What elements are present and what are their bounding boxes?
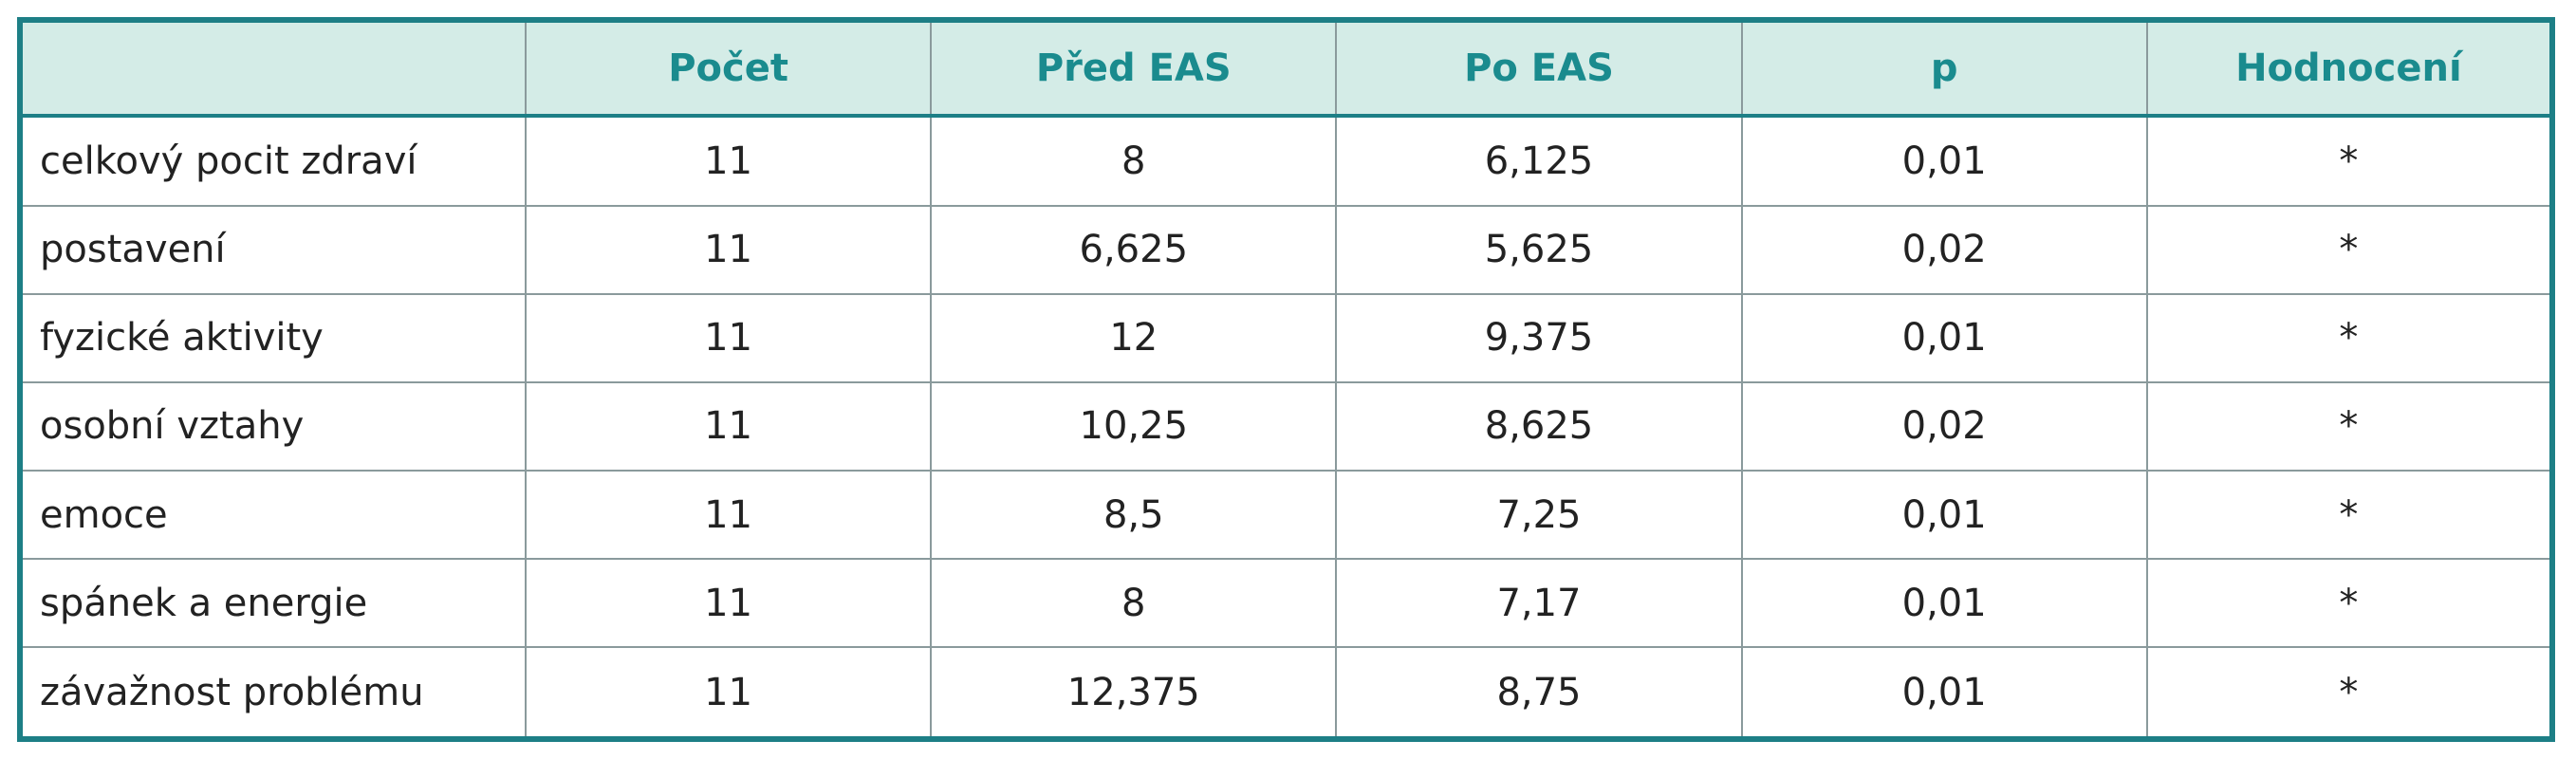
table-cell: 11 <box>524 646 933 740</box>
row-label: celkový pocit zdraví <box>19 115 527 207</box>
table-cell: * <box>2145 292 2554 383</box>
table-cell: 11 <box>524 558 933 649</box>
table-cell: 6,625 <box>930 204 1338 295</box>
table-cell: 0,01 <box>1740 646 2148 740</box>
table-row: fyzické aktivity 11 12 9,375 0,01 * <box>19 292 2554 383</box>
table-cell: 8 <box>930 115 1338 207</box>
table-cell: 0,01 <box>1740 558 2148 649</box>
table-cell: * <box>2145 469 2554 561</box>
table-cell: 10,25 <box>930 380 1338 472</box>
header-row: Počet Před EAS Po EAS p Hodnocení <box>19 19 2554 118</box>
table-cell: 0,01 <box>1740 292 2148 383</box>
table-cell: 11 <box>524 115 933 207</box>
table-row: závažnost problému 11 12,375 8,75 0,01 * <box>19 646 2554 740</box>
row-label: postavení <box>19 204 527 295</box>
table-wrap: Počet Před EAS Po EAS p Hodnocení celkový po… <box>17 17 2555 742</box>
header-cell: Po EAS <box>1335 19 1743 118</box>
table-cell: 12,375 <box>930 646 1338 740</box>
table-cell: 11 <box>524 469 933 561</box>
table-cell: 8,625 <box>1335 380 1743 472</box>
table-row: osobní vztahy 11 10,25 8,625 0,02 * <box>19 380 2554 472</box>
header-cell: Počet <box>524 19 933 118</box>
table-cell: * <box>2145 204 2554 295</box>
header-cell: Před EAS <box>930 19 1338 118</box>
table-cell: 12 <box>930 292 1338 383</box>
table-row: celkový pocit zdraví 11 8 6,125 0,01 * <box>19 115 2554 207</box>
table-cell: 7,25 <box>1335 469 1743 561</box>
table-cell: 11 <box>524 204 933 295</box>
table-cell: 8,75 <box>1335 646 1743 740</box>
table-cell: 0,02 <box>1740 380 2148 472</box>
table-row: spánek a energie 11 8 7,17 0,01 * <box>19 558 2554 649</box>
table-cell: 8,5 <box>930 469 1338 561</box>
header-cell <box>19 19 527 118</box>
table-cell: 0,01 <box>1740 469 2148 561</box>
row-label: osobní vztahy <box>19 380 527 472</box>
table-cell: 7,17 <box>1335 558 1743 649</box>
table-cell: 11 <box>524 380 933 472</box>
table-row: postavení 11 6,625 5,625 0,02 * <box>19 204 2554 295</box>
row-label: závažnost problému <box>19 646 527 740</box>
table-cell: 0,01 <box>1740 115 2148 207</box>
table-cell: 6,125 <box>1335 115 1743 207</box>
table-cell: 5,625 <box>1335 204 1743 295</box>
table-body: celkový pocit zdraví 11 8 6,125 0,01 * postave… <box>19 115 2554 740</box>
row-label: fyzické aktivity <box>19 292 527 383</box>
row-label: emoce <box>19 469 527 561</box>
table-cell: * <box>2145 646 2554 740</box>
header-cell: Hodnocení <box>2145 19 2554 118</box>
table-row: emoce 11 8,5 7,25 0,01 * <box>19 469 2554 561</box>
table-cell: 8 <box>930 558 1338 649</box>
table-cell: * <box>2145 558 2554 649</box>
row-label: spánek a energie <box>19 558 527 649</box>
header-cell: p <box>1740 19 2148 118</box>
table-cell: 0,02 <box>1740 204 2148 295</box>
table-cell: 11 <box>524 292 933 383</box>
table: Počet Před EAS Po EAS p Hodnocení celkový po… <box>17 17 2555 742</box>
table-cell: * <box>2145 115 2554 207</box>
table-cell: 9,375 <box>1335 292 1743 383</box>
table-cell: * <box>2145 380 2554 472</box>
